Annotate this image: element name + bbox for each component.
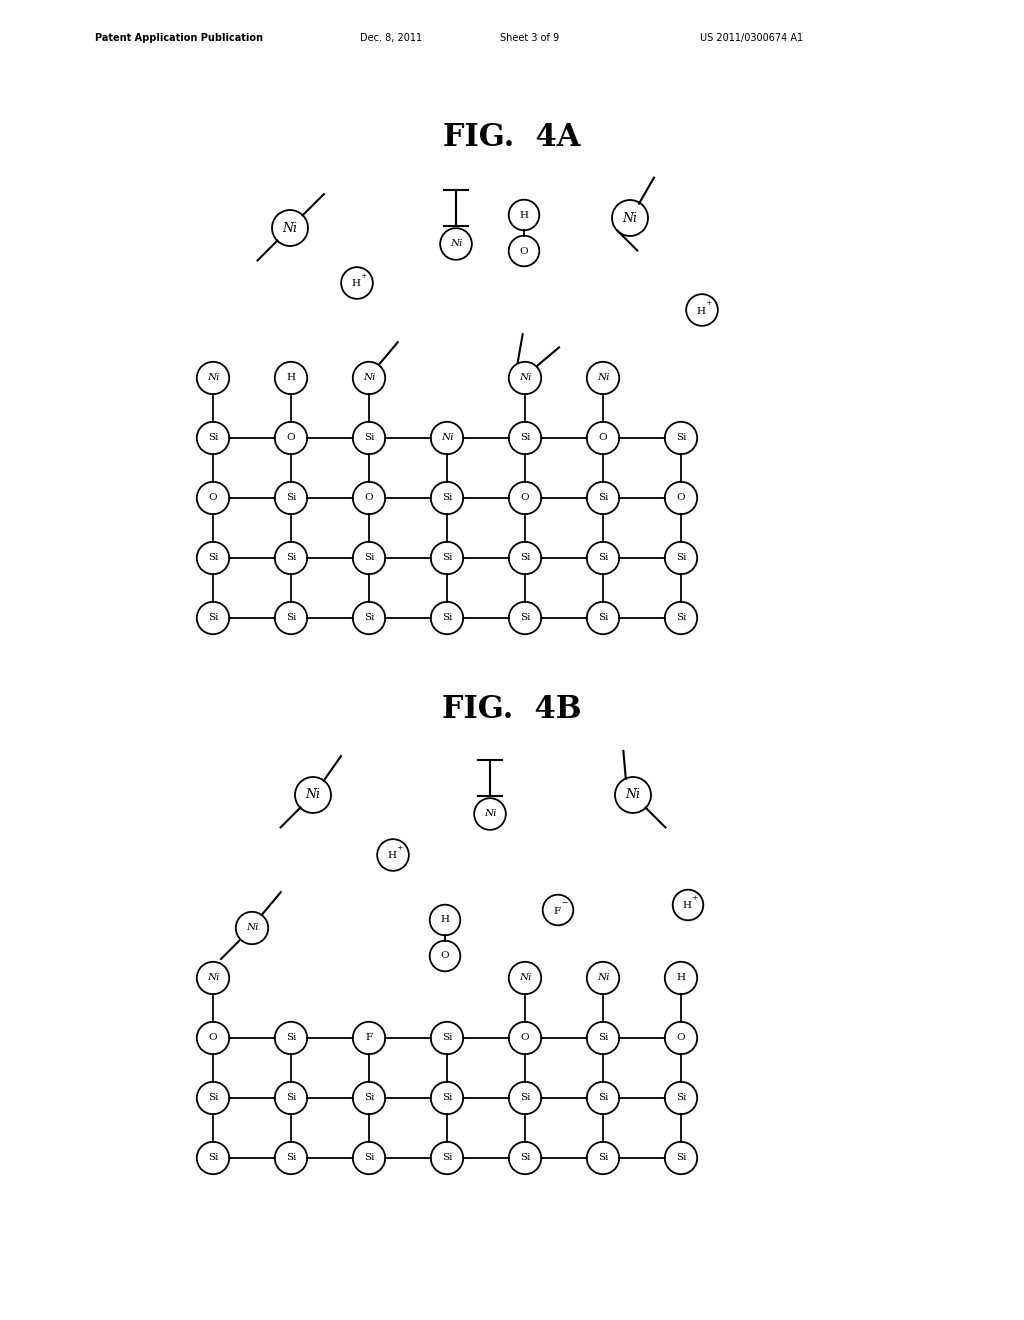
Text: Ni: Ni [519, 374, 531, 383]
Text: Ni: Ni [450, 239, 462, 248]
Text: O: O [520, 1034, 529, 1043]
Text: Ni: Ni [623, 211, 638, 224]
Text: Si: Si [441, 553, 453, 562]
Text: Si: Si [208, 553, 218, 562]
Text: Ni: Ni [597, 374, 609, 383]
Text: Si: Si [286, 1154, 296, 1163]
Text: Si: Si [520, 1093, 530, 1102]
Text: Si: Si [598, 1034, 608, 1043]
Text: Si: Si [441, 614, 453, 623]
Text: Ni: Ni [362, 374, 375, 383]
Text: Si: Si [364, 553, 374, 562]
Text: Patent Application Publication: Patent Application Publication [95, 33, 263, 44]
Text: +: + [691, 894, 697, 902]
Text: Si: Si [598, 494, 608, 503]
Text: FIG.  4A: FIG. 4A [443, 123, 581, 153]
Text: Si: Si [286, 553, 296, 562]
Text: Si: Si [676, 614, 686, 623]
Text: Si: Si [676, 1093, 686, 1102]
Text: Si: Si [520, 614, 530, 623]
Text: Si: Si [364, 1093, 374, 1102]
Text: O: O [520, 494, 529, 503]
Text: H: H [351, 280, 360, 289]
Text: O: O [677, 1034, 685, 1043]
Text: Dec. 8, 2011: Dec. 8, 2011 [360, 33, 422, 44]
Text: Si: Si [441, 494, 453, 503]
Text: O: O [209, 494, 217, 503]
Text: Ni: Ni [207, 374, 219, 383]
Text: O: O [677, 494, 685, 503]
Text: Si: Si [441, 1093, 453, 1102]
Text: +: + [359, 272, 367, 280]
Text: +: + [396, 843, 402, 851]
Text: Si: Si [208, 1154, 218, 1163]
Text: Ni: Ni [597, 974, 609, 982]
Text: −: − [561, 899, 567, 907]
Text: H: H [696, 306, 706, 315]
Text: Si: Si [676, 553, 686, 562]
Text: O: O [209, 1034, 217, 1043]
Text: Si: Si [676, 1154, 686, 1163]
Text: FIG.  4B: FIG. 4B [442, 694, 582, 726]
Text: F: F [366, 1034, 373, 1043]
Text: H: H [683, 902, 691, 911]
Text: Si: Si [286, 1093, 296, 1102]
Text: Si: Si [286, 614, 296, 623]
Text: Ni: Ni [483, 809, 497, 818]
Text: Ni: Ni [519, 974, 531, 982]
Text: H: H [677, 974, 685, 982]
Text: O: O [440, 952, 450, 961]
Text: Si: Si [676, 433, 686, 442]
Text: O: O [599, 433, 607, 442]
Text: Si: Si [598, 1154, 608, 1163]
Text: Si: Si [598, 1093, 608, 1102]
Text: Si: Si [364, 1154, 374, 1163]
Text: Si: Si [441, 1034, 453, 1043]
Text: Si: Si [286, 494, 296, 503]
Text: Ni: Ni [440, 433, 454, 442]
Text: H: H [519, 210, 528, 219]
Text: Si: Si [364, 433, 374, 442]
Text: Si: Si [520, 1154, 530, 1163]
Text: US 2011/0300674 A1: US 2011/0300674 A1 [700, 33, 803, 44]
Text: Si: Si [520, 553, 530, 562]
Text: F: F [553, 907, 560, 916]
Text: H: H [440, 916, 450, 924]
Text: Si: Si [286, 1034, 296, 1043]
Text: Ni: Ni [626, 788, 640, 801]
Text: O: O [365, 494, 374, 503]
Text: Si: Si [364, 614, 374, 623]
Text: Ni: Ni [305, 788, 321, 801]
Text: Si: Si [208, 614, 218, 623]
Text: O: O [520, 247, 528, 256]
Text: Si: Si [208, 433, 218, 442]
Text: Si: Si [208, 1093, 218, 1102]
Text: Ni: Ni [246, 924, 258, 932]
Text: Si: Si [598, 614, 608, 623]
Text: Si: Si [598, 553, 608, 562]
Text: Ni: Ni [283, 222, 298, 235]
Text: H: H [287, 374, 296, 383]
Text: +: + [705, 298, 712, 306]
Text: Sheet 3 of 9: Sheet 3 of 9 [500, 33, 559, 44]
Text: Si: Si [441, 1154, 453, 1163]
Text: Si: Si [520, 433, 530, 442]
Text: O: O [287, 433, 295, 442]
Text: H: H [387, 851, 396, 861]
Text: Ni: Ni [207, 974, 219, 982]
